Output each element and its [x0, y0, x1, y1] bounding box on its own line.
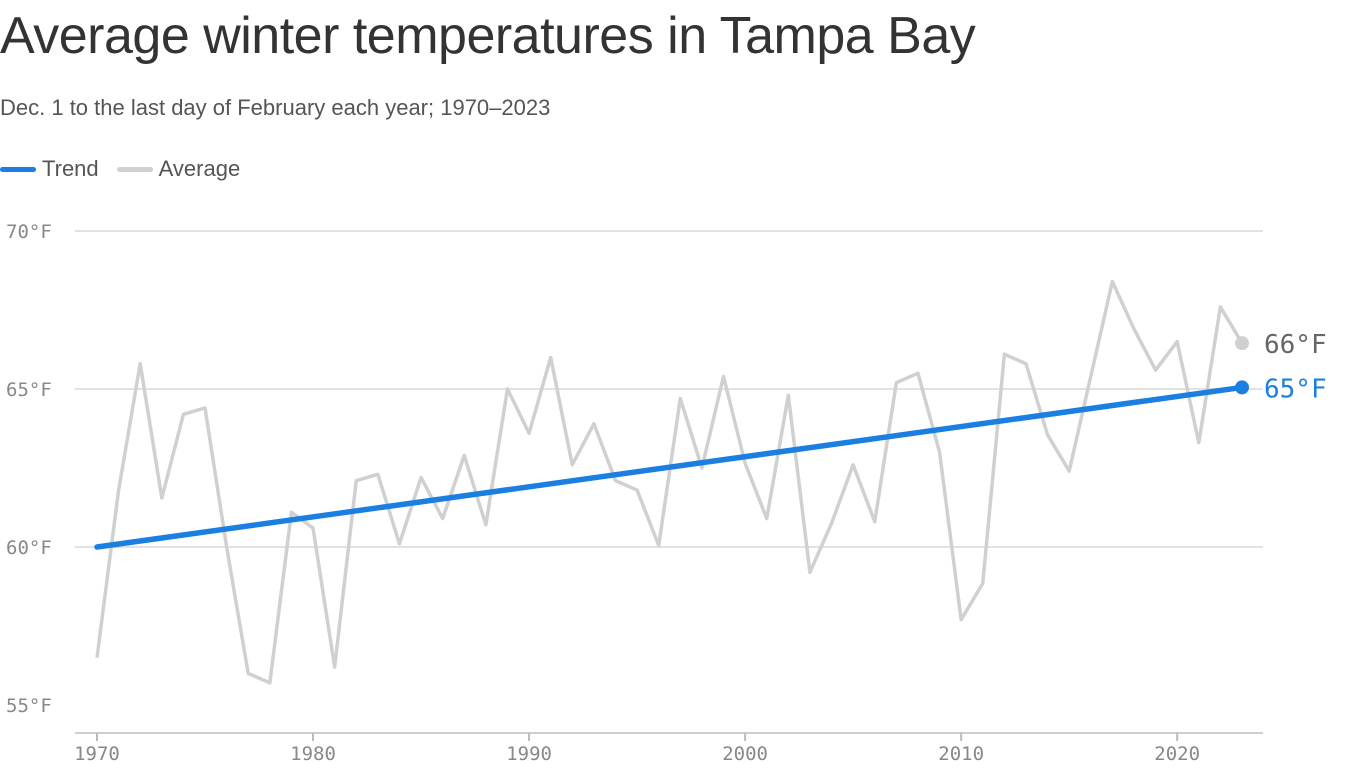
trend-end-point [1235, 380, 1249, 395]
legend: Trend Average [0, 156, 258, 182]
x-tick-label: 1990 [506, 743, 552, 765]
x-tick-label: 1980 [290, 743, 336, 765]
legend-swatch-trend [0, 166, 36, 172]
legend-item-average: Average [116, 156, 241, 182]
average-end-point [1235, 336, 1249, 351]
x-tick-label: 2010 [938, 743, 984, 765]
legend-label-average: Average [158, 156, 241, 181]
chart-title: Average winter temperatures in Tampa Bay [0, 7, 976, 65]
y-tick-label: 70°F [6, 221, 52, 243]
y-tick-label: 60°F [6, 537, 52, 559]
x-tick-label: 1970 [74, 743, 120, 765]
x-tick-label: 2020 [1154, 743, 1200, 765]
trend-end-label: 65°F [1264, 374, 1327, 404]
average-line [95, 279, 1244, 685]
chart-subtitle: Dec. 1 to the last day of February each … [0, 95, 551, 120]
trend-line [94, 384, 1245, 550]
x-tick-label: 2000 [722, 743, 768, 765]
legend-swatch-average [116, 166, 153, 172]
average-end-label: 66°F [1264, 330, 1327, 360]
legend-item-trend: Trend [0, 156, 99, 182]
y-tick-label: 55°F [6, 695, 52, 717]
legend-label-trend: Trend [42, 156, 99, 181]
y-tick-label: 65°F [6, 379, 52, 401]
